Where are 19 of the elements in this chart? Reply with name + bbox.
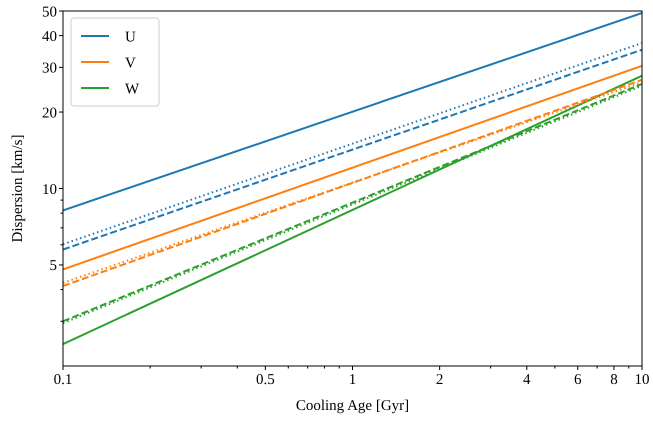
legend-label: V [125, 55, 136, 72]
x-tick-label: 8 [610, 372, 618, 388]
y-tick-label: 5 [50, 258, 57, 274]
y-tick-label: 40 [42, 28, 57, 45]
y-tick-label: 10 [42, 182, 57, 198]
y-tick-label: 50 [42, 4, 57, 20]
x-axis-title: Cooling Age [Gyr] [296, 398, 410, 414]
y-axis-title: Dispersion [km/s] [10, 134, 26, 242]
y-tick-label: 30 [42, 60, 57, 77]
y-tick-label: 20 [42, 105, 57, 122]
x-tick-label: 1 [348, 372, 356, 388]
x-tick-label: 4 [523, 372, 532, 388]
x-tick-label: 10 [634, 372, 650, 388]
x-tick-label: 0.1 [54, 372, 72, 388]
x-tick-label: 0.5 [256, 372, 275, 388]
x-tick-label: 2 [436, 372, 444, 388]
legend-label: W [125, 81, 140, 98]
legend-label: U [125, 29, 136, 46]
x-tick-label: 6 [574, 372, 582, 388]
